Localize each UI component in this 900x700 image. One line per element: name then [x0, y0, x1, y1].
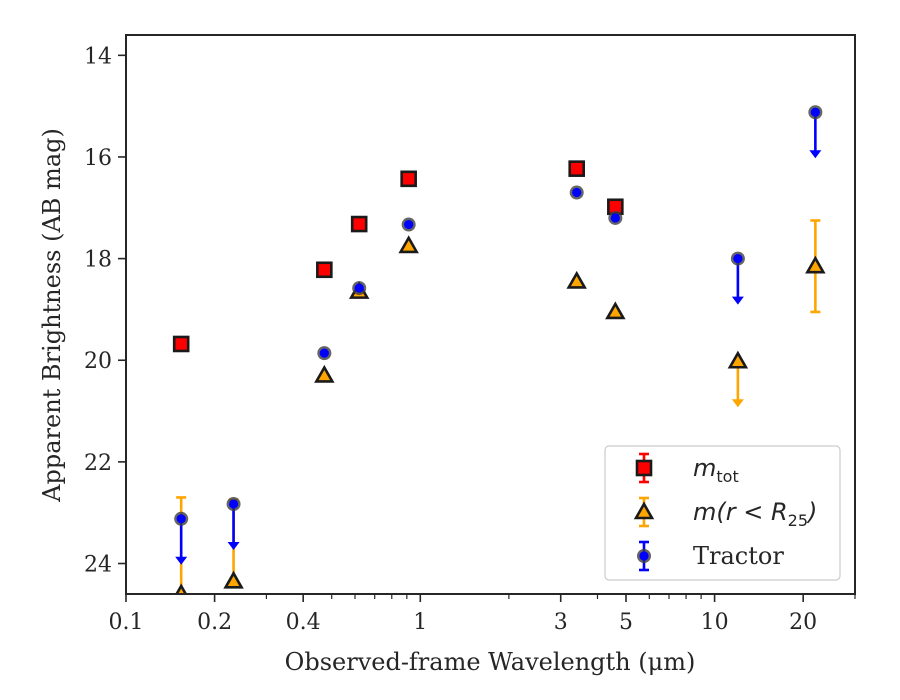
x-tick-label-3: 1 [413, 610, 427, 635]
tractor-point-2-core [319, 348, 329, 358]
x-tick-label-7: 20 [789, 610, 817, 635]
y-tick-label-2: 18 [84, 248, 112, 273]
mtot-point-4 [568, 160, 586, 177]
y-tick-label-0: 14 [84, 44, 112, 69]
legend-marker-tractor [637, 549, 651, 563]
tractor-point-1-upper-limit-arrow-head [227, 542, 240, 551]
legend-marker-tractor-core [639, 551, 649, 561]
mtot-point-0 [172, 335, 190, 353]
y-tick-label-5: 24 [84, 553, 112, 578]
x-axis-label: Observed-frame Wavelength (μm) [285, 648, 696, 676]
m-r25-point-4 [398, 235, 419, 254]
legend-marker-mtot [635, 459, 653, 477]
m-r25-point-2 [314, 364, 335, 383]
y-axis: 14 16 18 20 22 24 [84, 44, 126, 578]
m-r25-point-8 [805, 255, 826, 274]
tractor-point-1-core [228, 499, 239, 509]
tractor-point-8-upper-limit-arrow-head [809, 150, 822, 159]
axes-frame [125, 34, 856, 595]
mtot-point-2 [350, 215, 368, 233]
tractor-point-1 [226, 497, 241, 512]
x-tick-label-4: 3 [554, 610, 568, 635]
tractor-point-5-core [572, 187, 582, 198]
tractor-point-4-core [404, 219, 414, 230]
m-r25-point-6 [605, 301, 626, 320]
x-axis: 0.1 0.2 0.4 1 3 5 10 20 [109, 594, 856, 635]
legend-marker-m-r25 [633, 501, 655, 520]
tractor-point-8-core [810, 107, 820, 117]
legend-label-tractor: Tractor [693, 542, 784, 570]
m-r25-point-1 [223, 570, 244, 589]
tractor-point-6-core [610, 213, 620, 223]
legend-box [604, 445, 841, 581]
x-tick-label-1: 0.2 [197, 610, 232, 635]
tractor-point-0 [174, 511, 189, 526]
tractor-point-6 [608, 210, 623, 225]
tractor-point-5 [569, 185, 584, 200]
legend-label-m-r25: m(r < R25) [693, 498, 817, 530]
tractor-point-7-upper-limit-arrow-head [731, 296, 744, 305]
tractor-point-7-core [733, 254, 743, 264]
y-tick-label-1: 16 [84, 146, 112, 171]
y-tick-label-4: 22 [84, 451, 112, 476]
tractor-point-7 [730, 251, 745, 266]
m-r25-point-7 [727, 350, 749, 369]
x-tick-label-2: 0.4 [286, 610, 321, 635]
mtot-point-1 [316, 261, 333, 279]
tractor-point-0-core [176, 514, 186, 524]
mtot-point-3 [400, 170, 417, 188]
x-tick-label-5: 5 [619, 610, 633, 635]
tractor-point-0-upper-limit-arrow-head [175, 556, 188, 565]
y-tick-label-3: 20 [84, 349, 112, 374]
tractor-point-4 [401, 217, 416, 232]
series-tractor [174, 105, 823, 565]
m-r25-point-7-upper-limit-arrow-head [731, 399, 744, 408]
y-axis-label: Apparent Brightness (AB mag) [38, 128, 66, 503]
series-mtot [172, 160, 624, 353]
m-r25-point-5 [566, 270, 587, 289]
x-tick-label-0: 0.1 [109, 610, 144, 635]
legend: mtot m(r < R25) Tractor [604, 445, 841, 581]
tractor-point-2 [317, 346, 332, 361]
plot-area [172, 105, 826, 594]
tractor-point-3 [352, 281, 367, 296]
tractor-point-8 [808, 105, 823, 120]
legend-label-mtot: mtot [693, 454, 739, 486]
tractor-point-3-core [354, 283, 364, 293]
x-tick-label-6: 10 [701, 610, 729, 635]
